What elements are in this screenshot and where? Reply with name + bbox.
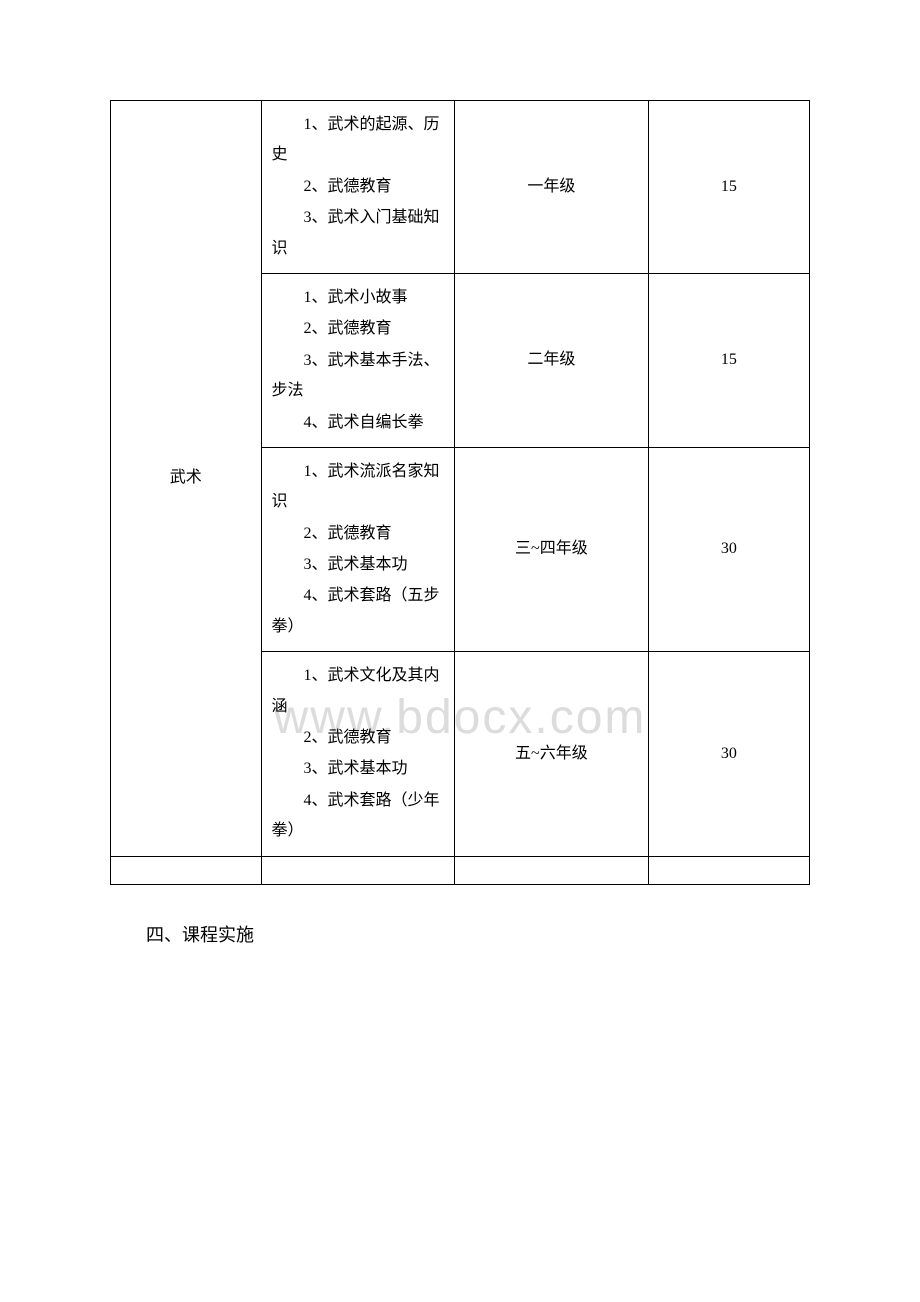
hours-cell: 30 <box>648 447 809 651</box>
table-row: 武术 1、武术的起源、历史 2、武德教育 3、武术入门基础知识 一年级 15 <box>111 101 810 274</box>
content-item: 3、武术基本功 <box>272 550 445 580</box>
hours-cell: 15 <box>648 101 809 274</box>
content-item: 2、武德教育 <box>272 314 445 344</box>
content-cell: 1、武术流派名家知识 2、武德教育 3、武术基本功 4、武术套路（五步拳） <box>261 447 455 651</box>
content-item: 4、武术套路（少年拳） <box>272 786 445 847</box>
content-item: 3、武术基本手法、步法 <box>272 346 445 407</box>
content-item: 1、武术小故事 <box>272 283 445 313</box>
grade-cell: 五~六年级 <box>455 652 649 856</box>
section-title: 四、课程实施 <box>110 921 810 947</box>
content-item: 2、武德教育 <box>272 519 445 549</box>
content-item: 3、武术入门基础知识 <box>272 203 445 264</box>
content-item: 2、武德教育 <box>272 723 445 753</box>
empty-cell <box>111 856 262 884</box>
category-cell: 武术 <box>111 101 262 857</box>
content-item: 1、武术流派名家知识 <box>272 457 445 518</box>
empty-row <box>111 856 810 884</box>
empty-cell <box>261 856 455 884</box>
table-container: 武术 1、武术的起源、历史 2、武德教育 3、武术入门基础知识 一年级 15 1… <box>110 100 810 885</box>
grade-cell: 一年级 <box>455 101 649 274</box>
grade-cell: 三~四年级 <box>455 447 649 651</box>
content-cell: 1、武术的起源、历史 2、武德教育 3、武术入门基础知识 <box>261 101 455 274</box>
empty-cell <box>455 856 649 884</box>
content-cell: 1、武术小故事 2、武德教育 3、武术基本手法、步法 4、武术自编长拳 <box>261 273 455 447</box>
content-item: 2、武德教育 <box>272 172 445 202</box>
curriculum-table: 武术 1、武术的起源、历史 2、武德教育 3、武术入门基础知识 一年级 15 1… <box>110 100 810 885</box>
content-item: 3、武术基本功 <box>272 754 445 784</box>
content-item: 4、武术自编长拳 <box>272 408 445 438</box>
hours-cell: 30 <box>648 652 809 856</box>
content-cell: 1、武术文化及其内涵 2、武德教育 3、武术基本功 4、武术套路（少年拳） <box>261 652 455 856</box>
grade-cell: 二年级 <box>455 273 649 447</box>
content-item: 4、武术套路（五步拳） <box>272 581 445 642</box>
hours-cell: 15 <box>648 273 809 447</box>
content-item: 1、武术文化及其内涵 <box>272 661 445 722</box>
content-item: 1、武术的起源、历史 <box>272 110 445 171</box>
empty-cell <box>648 856 809 884</box>
